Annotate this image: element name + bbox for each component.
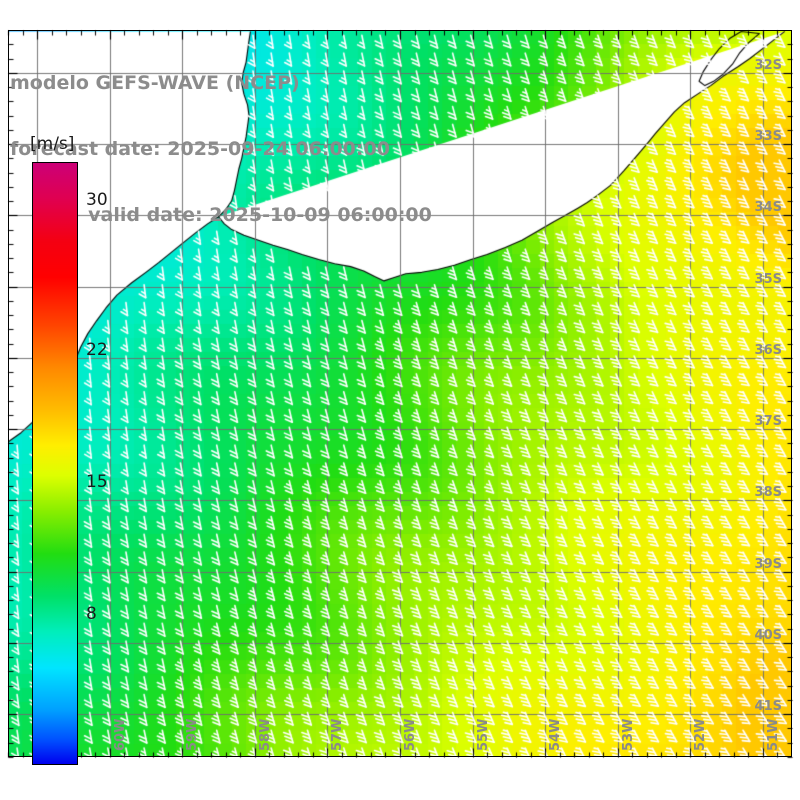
colorbar-tick-label: 30 (86, 189, 108, 210)
lon-tick-label: 55W (475, 718, 491, 751)
lon-tick-label: 56W (403, 718, 418, 751)
colorbar-tick-label: 15 (86, 472, 108, 493)
lat-tick-label: 34S (754, 200, 782, 216)
lat-tick-label: 40S (754, 627, 782, 643)
lat-tick-label: 38S (754, 485, 782, 501)
colorbar (32, 162, 78, 765)
colorbar-gradient (32, 162, 78, 765)
model-title: modelo GEFS-WAVE (NCEP) (10, 72, 300, 94)
lon-tick-label: 54W (548, 718, 564, 751)
lon-tick-label: 51W (765, 718, 781, 751)
valid-date: valid date: 2025-10-09 06:00:00 (88, 204, 432, 226)
lon-tick-label: 59W (185, 718, 201, 751)
lat-tick-label: 37S (754, 414, 782, 430)
title-block: modelo GEFS-WAVE (NCEP) forecast date: 2… (10, 28, 510, 270)
lat-tick-label: 41S (754, 699, 782, 715)
lon-tick-label: 53W (620, 718, 636, 751)
lon-tick-label: 52W (693, 718, 709, 751)
lat-tick-label: 39S (754, 556, 782, 572)
colorbar-tick-label: 8 (86, 604, 97, 625)
lat-tick-label: 32S (754, 57, 782, 73)
colorbar-unit-label: [m/s] (30, 134, 75, 154)
lat-tick-label: 36S (754, 342, 782, 358)
lon-tick-label: 57W (330, 718, 346, 751)
lon-tick-label: 58W (257, 718, 273, 751)
forecast-date: forecast date: 2025-09-24 06:00:00 (10, 138, 390, 160)
lat-tick-label: 35S (754, 271, 782, 287)
colorbar-tick-label: 22 (86, 340, 108, 361)
lat-tick-label: 33S (754, 129, 782, 145)
lon-tick-label: 60W (112, 718, 128, 751)
